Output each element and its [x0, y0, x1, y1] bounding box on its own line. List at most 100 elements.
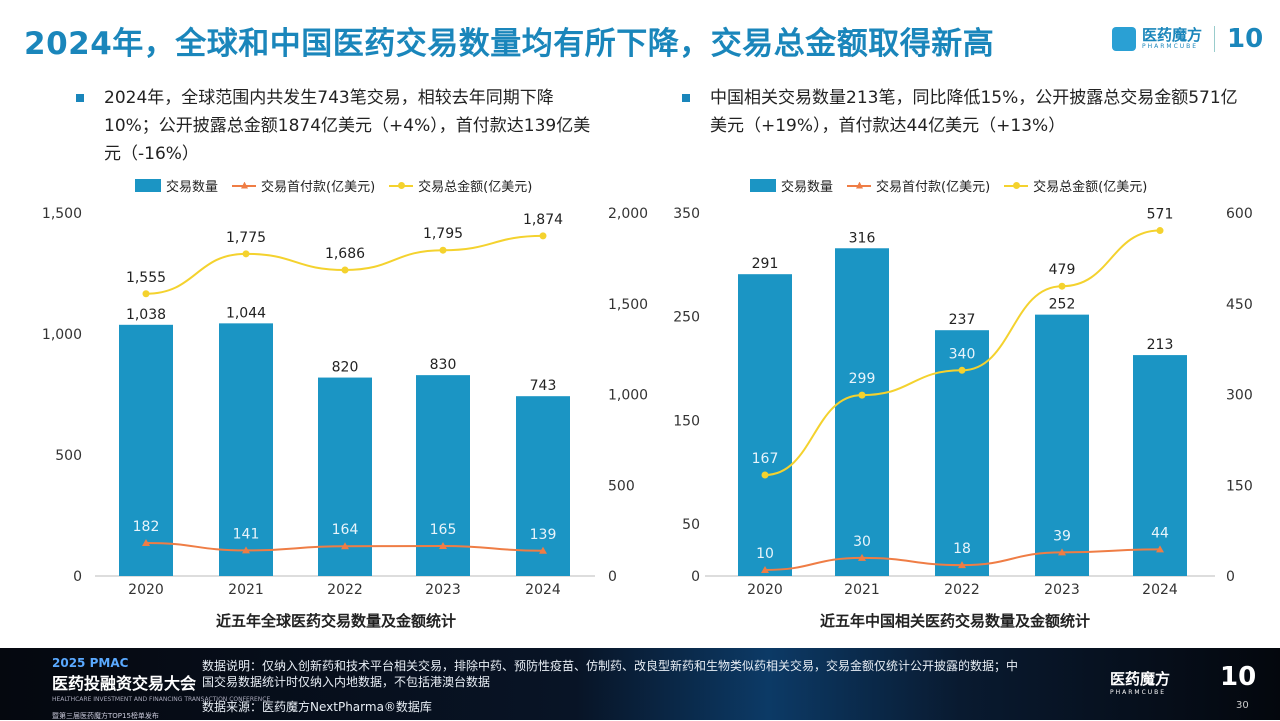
x-axis-tick-label: 2023 — [425, 582, 461, 598]
upfront-point — [242, 546, 250, 554]
upfront-data-label: 182 — [133, 519, 160, 535]
bar-data-label: 1,044 — [226, 305, 266, 321]
logo-en: PHARMCUBE — [1142, 43, 1199, 50]
upfront-data-label: 139 — [530, 527, 557, 543]
bullet-square-icon — [76, 94, 84, 102]
x-axis-tick-label: 2021 — [228, 582, 264, 598]
legend-item-total: 交易总金额(亿美元) — [1004, 176, 1147, 195]
conference-logo: 2025 PMAC 医药投融资交易大会 HEALTHCARE INVESTMEN… — [52, 656, 270, 721]
right-axis-tick-label: 1,500 — [608, 297, 648, 313]
upfront-data-label: 39 — [1053, 528, 1071, 544]
legend-item-upfront: 交易首付款(亿美元) — [847, 176, 990, 195]
bar — [738, 274, 792, 576]
legend-label: 交易总金额(亿美元) — [418, 180, 533, 195]
bullet-global-text: 2024年，全球范围内共发生743笔交易，相较去年同期下降10%；公开披露总金额… — [104, 88, 591, 164]
right-axis-tick-label: 300 — [1226, 388, 1253, 404]
bar-swatch-icon — [750, 179, 776, 192]
upfront-data-label: 165 — [430, 522, 457, 538]
x-axis-tick-label: 2020 — [128, 582, 164, 598]
bar-data-label: 291 — [752, 256, 779, 272]
bullet-global: 2024年，全球范围内共发生743笔交易，相较去年同期下降10%；公开披露总金额… — [76, 84, 604, 168]
bar-swatch-icon — [135, 179, 161, 192]
upfront-data-label: 44 — [1151, 525, 1169, 541]
bar-data-label: 316 — [849, 230, 876, 246]
total-point — [142, 290, 150, 298]
total-point — [858, 391, 866, 399]
left-axis-tick-label: 0 — [691, 569, 700, 585]
logo-cn: 医药魔方 — [1142, 26, 1203, 44]
right-axis-tick-label: 450 — [1226, 297, 1253, 313]
bullet-china: 中国相关交易数量213笔，同比降低15%，公开披露总交易金额571亿美元（+19… — [682, 84, 1240, 140]
total-data-label: 340 — [949, 346, 976, 362]
bullet-china-text: 中国相关交易数量213笔，同比降低15%，公开披露总交易金额571亿美元（+19… — [710, 88, 1238, 136]
upfront-point — [539, 546, 547, 554]
upfront-point — [142, 538, 150, 546]
chart-title-china: 近五年中国相关医药交易数量及金额统计 — [820, 612, 1091, 630]
footer: 2025 PMAC 医药投融资交易大会 HEALTHCARE INVESTMEN… — [0, 648, 1280, 720]
bar — [119, 324, 173, 576]
brand-logo: 医药魔方 PHARMCUBE 10 — [1112, 24, 1263, 54]
total-point — [1058, 282, 1066, 290]
bar-data-label: 820 — [332, 360, 359, 376]
total-point — [439, 246, 447, 254]
total-data-label: 1,874 — [523, 212, 563, 228]
total-data-label: 1,795 — [423, 226, 463, 242]
footer-logo-en: PHARMCUBE — [1110, 689, 1167, 696]
left-axis-tick-label: 250 — [673, 310, 700, 326]
data-note: 数据说明：仅纳入创新药和技术平台相关交易，排除中药、预防性疫苗、仿制药、改良型新… — [202, 659, 1019, 689]
upfront-data-label: 10 — [756, 546, 774, 562]
page-number: 30 — [1236, 700, 1249, 711]
right-axis-tick-label: 500 — [608, 478, 635, 494]
legend-item-total: 交易总金额(亿美元) — [389, 176, 532, 195]
left-axis-tick-label: 150 — [673, 413, 700, 429]
conf-name: 医药投融资交易大会 — [52, 674, 197, 693]
conf-tag: 暨第三届医药魔方TOP15榜单发布 — [52, 712, 159, 720]
cube-logo-icon — [1112, 27, 1136, 51]
bar — [516, 396, 570, 576]
x-axis-tick-label: 2023 — [1044, 582, 1080, 598]
x-axis-tick-label: 2024 — [1142, 582, 1178, 598]
conf-year: 2025 PMAC — [52, 656, 129, 670]
bar — [1035, 314, 1089, 576]
total-data-label: 1,775 — [226, 230, 266, 246]
right-axis-tick-label: 1,000 — [608, 388, 648, 404]
upfront-point — [761, 565, 769, 573]
total-point — [958, 366, 966, 374]
data-source: 数据来源：医药魔方NextPharma®数据库 — [202, 700, 432, 714]
conf-sub: HEALTHCARE INVESTMENT AND FINANCING TRAN… — [52, 696, 271, 703]
legend-label: 交易数量 — [781, 180, 834, 195]
legend-global: 交易数量 交易首付款(亿美元) 交易总金额(亿美元) — [135, 176, 532, 195]
bar-data-label: 237 — [949, 312, 976, 328]
upfront-point — [1058, 548, 1066, 556]
upfront-point — [958, 561, 966, 569]
x-axis-tick-label: 2021 — [844, 582, 880, 598]
upfront-point — [341, 542, 349, 550]
total-point — [242, 250, 250, 258]
bar-data-label: 1,038 — [126, 307, 166, 323]
left-axis-tick-label: 1,500 — [42, 206, 82, 222]
legend-label: 交易首付款(亿美元) — [876, 180, 991, 195]
legend-label: 交易首付款(亿美元) — [261, 180, 376, 195]
legend-label: 交易数量 — [166, 180, 219, 195]
upfront-data-label: 164 — [332, 522, 359, 538]
line-swatch-icon — [1004, 181, 1029, 189]
x-axis-tick-label: 2022 — [944, 582, 980, 598]
total-point — [341, 266, 349, 274]
upfront-point — [439, 542, 447, 550]
left-axis-tick-label: 0 — [73, 569, 82, 585]
total-data-label: 167 — [752, 451, 779, 467]
footer-badge: 10 — [1220, 662, 1257, 692]
footer-logo: 医药魔方 PHARMCUBE — [1110, 668, 1170, 696]
bullet-square-icon — [682, 94, 690, 102]
total-data-label: 299 — [849, 371, 876, 387]
left-axis-tick-label: 1,000 — [42, 327, 82, 343]
right-axis-tick-label: 0 — [608, 569, 617, 585]
right-axis-tick-label: 600 — [1226, 206, 1253, 222]
chart-title-global: 近五年全球医药交易数量及金额统计 — [216, 612, 457, 630]
legend-label: 交易总金额(亿美元) — [1033, 180, 1148, 195]
line-swatch-icon — [232, 181, 257, 189]
bar — [835, 248, 889, 576]
upfront-point — [1156, 545, 1164, 553]
anniversary-badge: 10 — [1227, 24, 1264, 54]
